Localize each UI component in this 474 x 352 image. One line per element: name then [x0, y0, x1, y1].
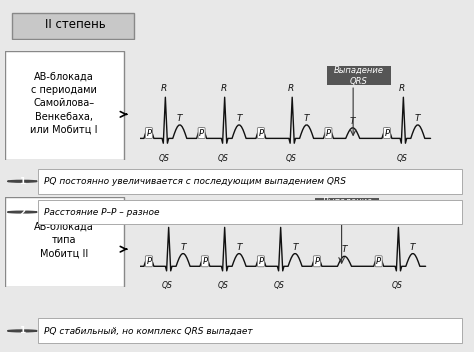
Text: 2: 2 [19, 208, 26, 216]
Text: T: T [350, 117, 356, 126]
Text: R: R [394, 215, 401, 224]
Text: Выпадение
QRS: Выпадение QRS [334, 65, 384, 86]
Text: QS: QS [285, 154, 296, 163]
Text: P: P [258, 257, 264, 266]
Text: T: T [180, 243, 186, 252]
Circle shape [8, 211, 37, 213]
Text: R: R [220, 84, 227, 93]
Text: Выпадение
QRS: Выпадение QRS [322, 197, 373, 217]
Text: R: R [164, 215, 171, 224]
Text: T: T [237, 243, 242, 252]
Text: QS: QS [274, 281, 285, 290]
Text: T: T [177, 114, 182, 123]
Text: P: P [258, 128, 264, 138]
FancyBboxPatch shape [315, 197, 380, 216]
Text: P: P [314, 257, 319, 266]
Text: P: P [376, 257, 381, 266]
Text: 1: 1 [19, 326, 26, 335]
Text: T: T [304, 114, 310, 123]
Text: R: R [399, 84, 405, 93]
Text: T: T [237, 114, 242, 123]
Text: T: T [292, 243, 298, 252]
Text: P: P [326, 128, 331, 138]
Text: P: P [384, 128, 390, 138]
Text: PQ постоянно увеличивается с последующим выпадением QRS: PQ постоянно увеличивается с последующим… [44, 177, 346, 186]
Text: Расстояние P–P – разное: Расстояние P–P – разное [44, 208, 160, 216]
FancyBboxPatch shape [12, 13, 134, 39]
Text: QS: QS [218, 154, 229, 163]
FancyBboxPatch shape [5, 51, 124, 160]
Text: P: P [202, 257, 208, 266]
FancyBboxPatch shape [38, 169, 462, 194]
Text: R: R [288, 84, 294, 93]
Text: T: T [410, 243, 416, 252]
Text: QS: QS [159, 154, 170, 163]
Text: II степень: II степень [46, 18, 106, 31]
Text: QS: QS [392, 281, 402, 290]
Text: АВ-блокада
типа
Мобитц II: АВ-блокада типа Мобитц II [34, 222, 94, 258]
Circle shape [8, 330, 37, 332]
Text: R: R [161, 84, 167, 93]
Text: T: T [342, 245, 347, 254]
FancyBboxPatch shape [38, 319, 462, 343]
Text: QS: QS [397, 154, 408, 163]
Text: P: P [146, 257, 151, 266]
Text: P: P [199, 128, 204, 138]
Text: R: R [276, 215, 283, 224]
Text: 1: 1 [19, 177, 26, 186]
Text: P: P [146, 128, 151, 138]
Text: QS: QS [162, 281, 173, 290]
Text: R: R [220, 215, 227, 224]
Circle shape [8, 180, 37, 182]
Text: QS: QS [218, 281, 229, 290]
FancyBboxPatch shape [327, 66, 391, 85]
Text: PQ стабильный, но комплекс QRS выпадает: PQ стабильный, но комплекс QRS выпадает [44, 326, 253, 335]
FancyBboxPatch shape [5, 197, 124, 287]
Text: T: T [415, 114, 420, 123]
FancyBboxPatch shape [38, 201, 462, 224]
Text: АВ-блокада
с периодами
Самойлова–
Венкебаха,
или Мобитц I: АВ-блокада с периодами Самойлова– Венкеб… [30, 72, 98, 135]
